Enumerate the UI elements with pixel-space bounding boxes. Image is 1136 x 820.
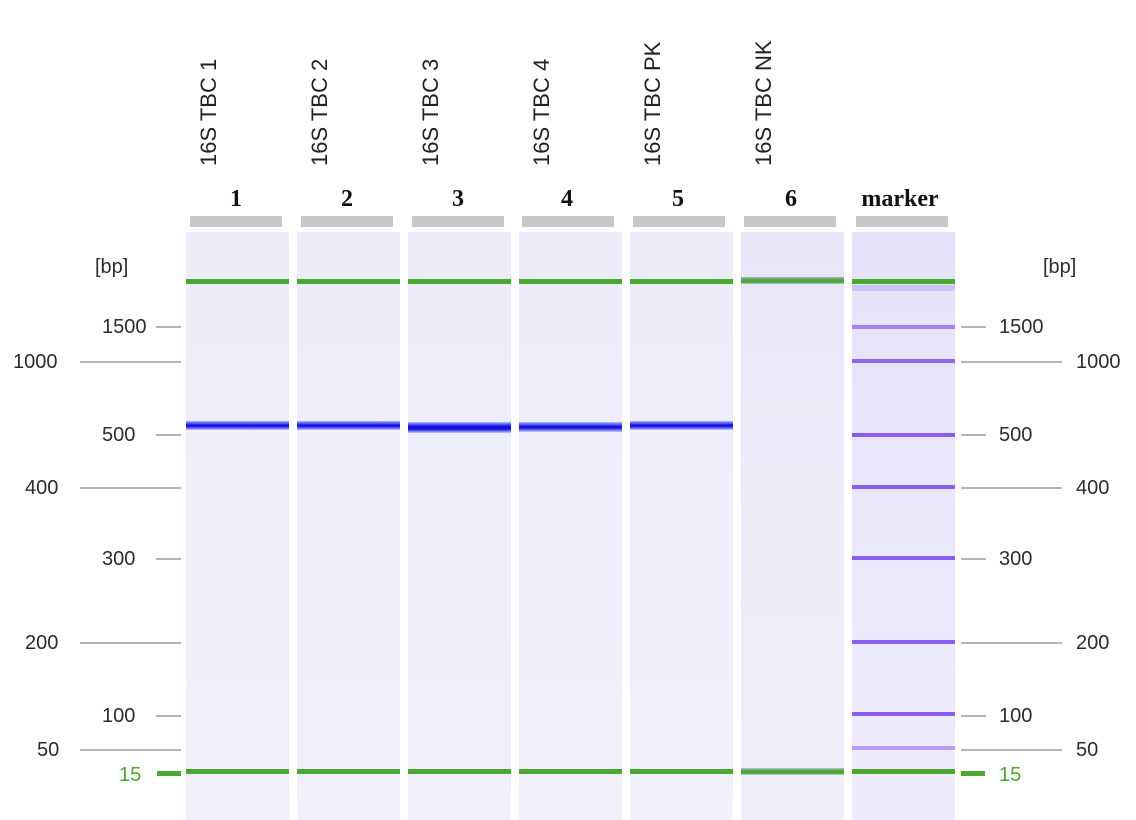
lower-marker-band <box>741 768 844 775</box>
tick-300-left <box>156 558 181 560</box>
size-label-50-right: 50 <box>1076 739 1099 761</box>
lane-header-bar-2 <box>301 216 393 227</box>
size-label-300-right: 300 <box>999 548 1033 570</box>
lower-marker-band <box>186 769 289 774</box>
lane-5 <box>630 232 733 820</box>
upper-marker-band <box>297 279 400 284</box>
size-label-500-left: 500 <box>102 424 136 446</box>
tick-1000-right <box>961 361 1062 363</box>
lower-marker-band <box>852 769 955 774</box>
tick-15-right <box>961 771 985 776</box>
tick-200-right <box>961 642 1062 644</box>
tick-400-right <box>961 487 1062 489</box>
lane-number-2: 2 <box>341 186 353 212</box>
tick-400-left <box>80 487 181 489</box>
tick-1500-left <box>156 326 181 328</box>
ladder-band-1000 <box>852 359 955 363</box>
ladder-haze <box>852 285 955 291</box>
lane-marker <box>852 232 955 820</box>
size-label-200-right: 200 <box>1076 632 1110 654</box>
upper-marker-band <box>519 279 622 284</box>
tick-100-left <box>156 715 181 717</box>
size-label-15-right: 15 <box>999 764 1022 786</box>
lane-6 <box>741 232 844 820</box>
ladder-band-50 <box>852 746 955 750</box>
size-label-300-left: 300 <box>102 548 136 570</box>
size-label-200-left: 200 <box>25 632 59 654</box>
tick-500-right <box>961 434 986 436</box>
lane-header-bar-6 <box>744 216 836 227</box>
lane-number-3: 3 <box>452 186 464 212</box>
upper-marker-band <box>852 279 955 284</box>
tick-1000-left <box>80 361 181 363</box>
sample-label-3: 16S TBC 3 <box>418 58 443 166</box>
ladder-band-100 <box>852 712 955 716</box>
tick-50-right <box>961 749 1062 751</box>
size-label-1500-left: 1500 <box>102 316 147 338</box>
sample-band <box>630 421 733 430</box>
lane-4 <box>519 232 622 820</box>
lane-number-5: 5 <box>672 186 684 212</box>
tick-1500-right <box>961 326 986 328</box>
ladder-band-500 <box>852 433 955 437</box>
ladder-band-300 <box>852 556 955 560</box>
tick-200-left <box>80 642 181 644</box>
tick-100-right <box>961 715 986 717</box>
sample-band <box>186 421 289 430</box>
size-label-1000-left: 1000 <box>13 351 58 373</box>
lower-marker-band <box>297 769 400 774</box>
ladder-band-200 <box>852 640 955 644</box>
size-label-100-right: 100 <box>999 705 1033 727</box>
lower-marker-band <box>519 769 622 774</box>
upper-marker-band <box>741 277 844 284</box>
sample-label-1: 16S TBC 1 <box>196 58 221 166</box>
lane-3 <box>408 232 511 820</box>
sample-band <box>297 421 400 430</box>
size-label-1500-right: 1500 <box>999 316 1044 338</box>
ladder-band-1500 <box>852 325 955 329</box>
lane-number-marker: marker <box>861 186 939 212</box>
lane-number-6: 6 <box>785 186 797 212</box>
lane-1 <box>186 232 289 820</box>
unit-label-left: [bp] <box>95 256 129 278</box>
sample-band <box>519 422 622 432</box>
upper-marker-band <box>408 279 511 284</box>
tick-50-left <box>80 749 181 751</box>
lane-header-bar-3 <box>412 216 504 227</box>
lane-header-bar-4 <box>522 216 614 227</box>
lane-2 <box>297 232 400 820</box>
ladder-band-400 <box>852 485 955 489</box>
lane-number-1: 1 <box>230 186 242 212</box>
size-label-400-right: 400 <box>1076 477 1110 499</box>
tick-500-left <box>156 434 181 436</box>
lane-number-4: 4 <box>561 186 573 212</box>
sample-label-6: 16S TBC NK <box>751 40 776 166</box>
lane-header-bar-1 <box>190 216 282 227</box>
lane-header-bar-5 <box>633 216 725 227</box>
size-label-100-left: 100 <box>102 705 136 727</box>
size-label-50-left: 50 <box>37 739 60 761</box>
unit-label-right: [bp] <box>1043 256 1077 278</box>
size-label-400-left: 400 <box>25 477 59 499</box>
lane-header-bar-marker <box>856 216 948 227</box>
upper-marker-band <box>630 279 733 284</box>
tick-300-right <box>961 558 986 560</box>
lower-marker-band <box>630 769 733 774</box>
size-label-1000-right: 1000 <box>1076 351 1121 373</box>
sample-label-4: 16S TBC 4 <box>529 58 554 166</box>
upper-marker-band <box>186 279 289 284</box>
lower-marker-band <box>408 769 511 774</box>
size-label-15-left: 15 <box>119 764 142 786</box>
sample-label-2: 16S TBC 2 <box>307 58 332 166</box>
sample-band <box>408 422 511 433</box>
tick-15-left <box>157 771 181 776</box>
size-label-500-right: 500 <box>999 424 1033 446</box>
sample-label-5: 16S TBC PK <box>640 41 665 166</box>
